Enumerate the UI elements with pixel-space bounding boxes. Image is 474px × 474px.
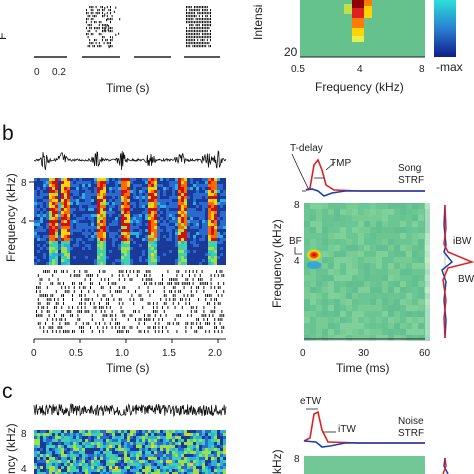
panel-a-right-ylabel: Intensi: [251, 5, 265, 40]
panel-c-waveform: [33, 403, 227, 418]
panel-c-itw-label: iTW: [338, 424, 356, 435]
panel-c-letter: c: [2, 380, 13, 403]
panel-b-xtick-0: 0: [31, 348, 37, 359]
panel-a-colorbar-label: -max: [436, 60, 463, 74]
panel-c-strf-label-1: Noise: [398, 416, 424, 427]
panel-b-tdelay-label: T-delay: [290, 143, 323, 154]
panel-c-spectrogram: [34, 430, 226, 474]
panel-c-right-ytick-8: 8: [294, 454, 300, 465]
panel-c-temporal-inhibitory: [303, 440, 425, 448]
panel-a: F 0 0.2 Time (s) Intensi 20 0.5 4 8: [0, 0, 463, 95]
panel-b-xtick-2: 1.0: [115, 348, 129, 359]
panel-b-right-xtick-1: 30: [358, 348, 370, 359]
panel-b-xlabel: Time (s): [106, 361, 150, 375]
panel-a-right-xlabel: Frequency (kHz): [315, 80, 404, 94]
panel-a-xtick-1: 0.2: [52, 67, 66, 78]
panel-c: c 8 4 ncy (kHz) eTW iTW Noise STRF 8 kHz…: [2, 380, 449, 474]
panel-b-ytick-4: 4: [21, 216, 27, 227]
panel-b: b 8 4 Frequency (kHz) 0 0.5 1.0 1.5 2.0 …: [2, 122, 474, 375]
panel-c-strf-map: [304, 456, 425, 474]
panel-b-strf-label-2: STRF: [398, 175, 424, 186]
panel-b-letter: b: [2, 122, 14, 145]
panel-b-xtick-1: 0.5: [69, 348, 83, 359]
panel-a-left-ylabel: F: [0, 33, 9, 40]
panel-a-right-xtick-0: 0.5: [291, 64, 305, 75]
panel-c-ytick-8: 8: [21, 429, 27, 440]
panel-b-inhibition: [307, 261, 321, 269]
panel-b-ibw-label: iBW: [453, 236, 472, 247]
panel-b-xtick-3: 1.5: [162, 348, 176, 359]
panel-c-right-ylabel: kHz): [270, 449, 284, 474]
panel-c-ylabel: ncy (kHz): [4, 423, 18, 474]
panel-c-etw-label: eTW: [300, 396, 322, 407]
panel-b-raster: [36, 270, 225, 333]
panel-c-strf-label-2: STRF: [398, 428, 424, 439]
panel-b-bf-excitation: [305, 248, 323, 262]
panel-b-strf-map: [304, 203, 430, 341]
panel-b-ytick-8: 8: [21, 178, 27, 189]
panel-a-right-ytick: 20: [284, 45, 298, 59]
panel-b-spectral-excitatory: [442, 204, 474, 339]
panel-a-xtick-0: 0: [34, 67, 40, 78]
panel-a-tuning-map: [300, 0, 425, 57]
panel-a-raster: [86, 6, 211, 49]
panel-b-waveform: [33, 150, 227, 171]
panel-b-right-xlabel: Time (ms): [336, 361, 390, 375]
panel-b-bf-label: BF: [289, 236, 302, 247]
panel-b-right-xtick-2: 60: [419, 348, 431, 359]
panel-b-right-ytick-4: 4: [294, 256, 300, 267]
panel-b-bw-label: BW: [458, 274, 474, 285]
panel-b-temporal-inhibitory: [305, 188, 425, 197]
panel-a-xlabel: Time (s): [106, 81, 150, 95]
panel-b-right-ytick-8: 8: [294, 200, 300, 211]
panel-b-spectrogram: [34, 178, 226, 265]
panel-b-ylabel: Frequency (kHz): [4, 173, 18, 262]
panel-b-strf-label-1: Song: [398, 163, 421, 174]
panel-c-ytick-4: 4: [21, 464, 27, 474]
panel-b-right-xtick-0: 0: [300, 348, 306, 359]
panel-b-xtick-4: 2.0: [208, 348, 222, 359]
panel-b-right-ylabel: Frequency (kHz): [270, 219, 284, 308]
panel-a-right-xtick-2: 8: [419, 64, 425, 75]
panel-a-right-xtick-1: 4: [357, 64, 363, 75]
panel-b-tmp-label: TMP: [330, 158, 351, 169]
panel-a-colorbar: [434, 0, 456, 57]
